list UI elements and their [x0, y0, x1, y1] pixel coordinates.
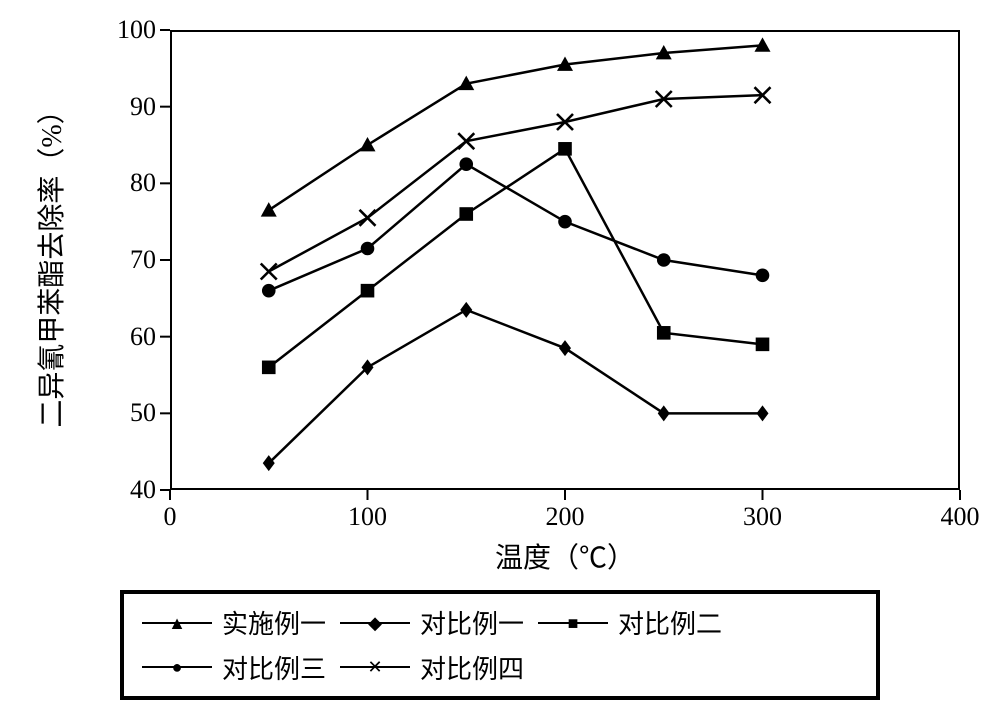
legend-label: 实施例一 [222, 604, 326, 641]
circle-icon: ● [172, 658, 183, 676]
y-tick-label: 80 [96, 168, 156, 198]
y-tick-label: 50 [96, 398, 156, 428]
x-tick-label: 100 [328, 502, 408, 532]
x-tick-label: 400 [920, 502, 1000, 532]
series-line [269, 95, 763, 271]
x-axis-label: 温度（℃） [445, 536, 685, 576]
legend-item: ✕ 对比例四 [340, 649, 524, 686]
series-line [269, 310, 763, 463]
x-tick-label: 300 [723, 502, 803, 532]
series-line [269, 45, 763, 210]
x-tick-label: 200 [525, 502, 605, 532]
y-tick-label: 70 [96, 245, 156, 275]
diamond-icon: ◆ [368, 614, 382, 632]
legend-label: 对比例二 [618, 604, 722, 641]
y-tick-label: 90 [96, 92, 156, 122]
y-axis-label: 二异氰甲苯酯去除率（%） [30, 52, 70, 472]
legend-label: 对比例一 [420, 604, 524, 641]
legend-item: ▲ 实施例一 [142, 604, 326, 641]
legend-item: ◆ 对比例一 [340, 604, 524, 641]
legend-label: 对比例三 [222, 649, 326, 686]
square-icon: ■ [568, 614, 579, 632]
xmark-icon: ✕ [367, 658, 382, 676]
legend-item: ● 对比例三 [142, 649, 326, 686]
y-tick-label: 40 [96, 475, 156, 505]
legend-label: 对比例四 [420, 649, 524, 686]
triangle-icon: ▲ [168, 614, 186, 632]
series-line [269, 164, 763, 290]
legend: ▲ 实施例一 ◆ 对比例一 ■ 对比例二 ● 对比例三 ✕ 对比例四 [120, 590, 880, 700]
y-tick-label: 60 [96, 322, 156, 352]
y-tick-label: 100 [96, 15, 156, 45]
legend-item: ■ 对比例二 [538, 604, 722, 641]
x-tick-label: 0 [130, 502, 210, 532]
